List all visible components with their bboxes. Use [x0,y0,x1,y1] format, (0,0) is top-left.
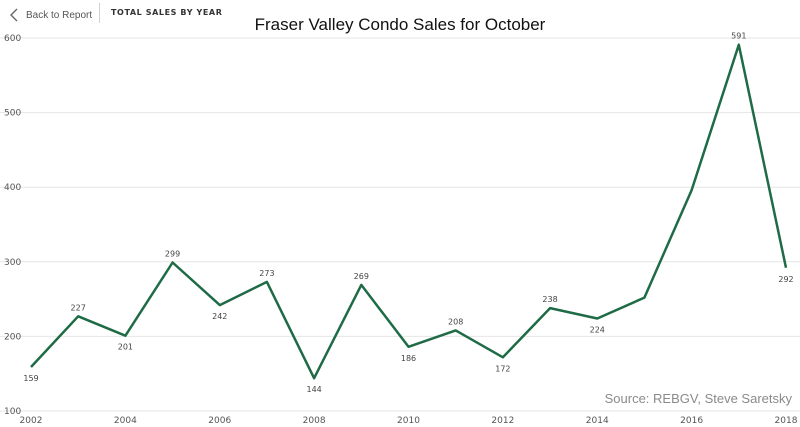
y-tick-label: 300 [4,258,21,268]
data-label: 201 [118,343,133,352]
x-tick-label: 2002 [20,416,43,426]
data-label: 269 [354,272,369,281]
data-label: 242 [212,312,227,321]
y-tick-label: 500 [4,109,21,119]
data-label: 292 [778,275,793,284]
back-to-report-label: Back to Report [26,9,93,21]
x-tick-label: 2014 [586,416,609,426]
data-label: 186 [401,354,416,363]
series-line [30,43,788,380]
divider [99,3,100,23]
page-tab-label: TOTAL SALES BY YEAR [111,8,223,17]
data-label: 238 [542,295,557,304]
y-tick-label: 600 [4,34,21,44]
chart-title: Fraser Valley Condo Sales for October [254,15,546,34]
x-tick-label: 2016 [680,416,703,426]
x-tick-label: 2004 [114,416,137,426]
y-tick-label: 100 [4,407,21,417]
data-label: 299 [165,250,180,259]
data-label: 273 [259,269,274,278]
x-tick-label: 2018 [775,416,798,426]
data-label: 591 [731,32,746,41]
x-tick-label: 2010 [397,416,420,426]
x-tick-label: 2006 [208,416,231,426]
data-label: 172 [495,364,510,373]
x-tick-label: 2008 [303,416,326,426]
back-to-report-button[interactable]: Back to Report [8,6,92,24]
y-tick-label: 200 [4,332,21,342]
data-label: 227 [71,303,86,312]
x-tick-label: 2012 [491,416,514,426]
data-label: 144 [306,385,321,394]
data-label: 159 [23,374,38,383]
top-bar: Back to Report TOTAL SALES BY YEAR [0,0,800,28]
y-tick-label: 400 [4,183,21,193]
data-label: 208 [448,317,463,326]
data-label: 224 [590,325,605,334]
source-note: Source: REBGV, Steve Saretsky [604,391,792,406]
chevron-left-icon [8,7,20,23]
